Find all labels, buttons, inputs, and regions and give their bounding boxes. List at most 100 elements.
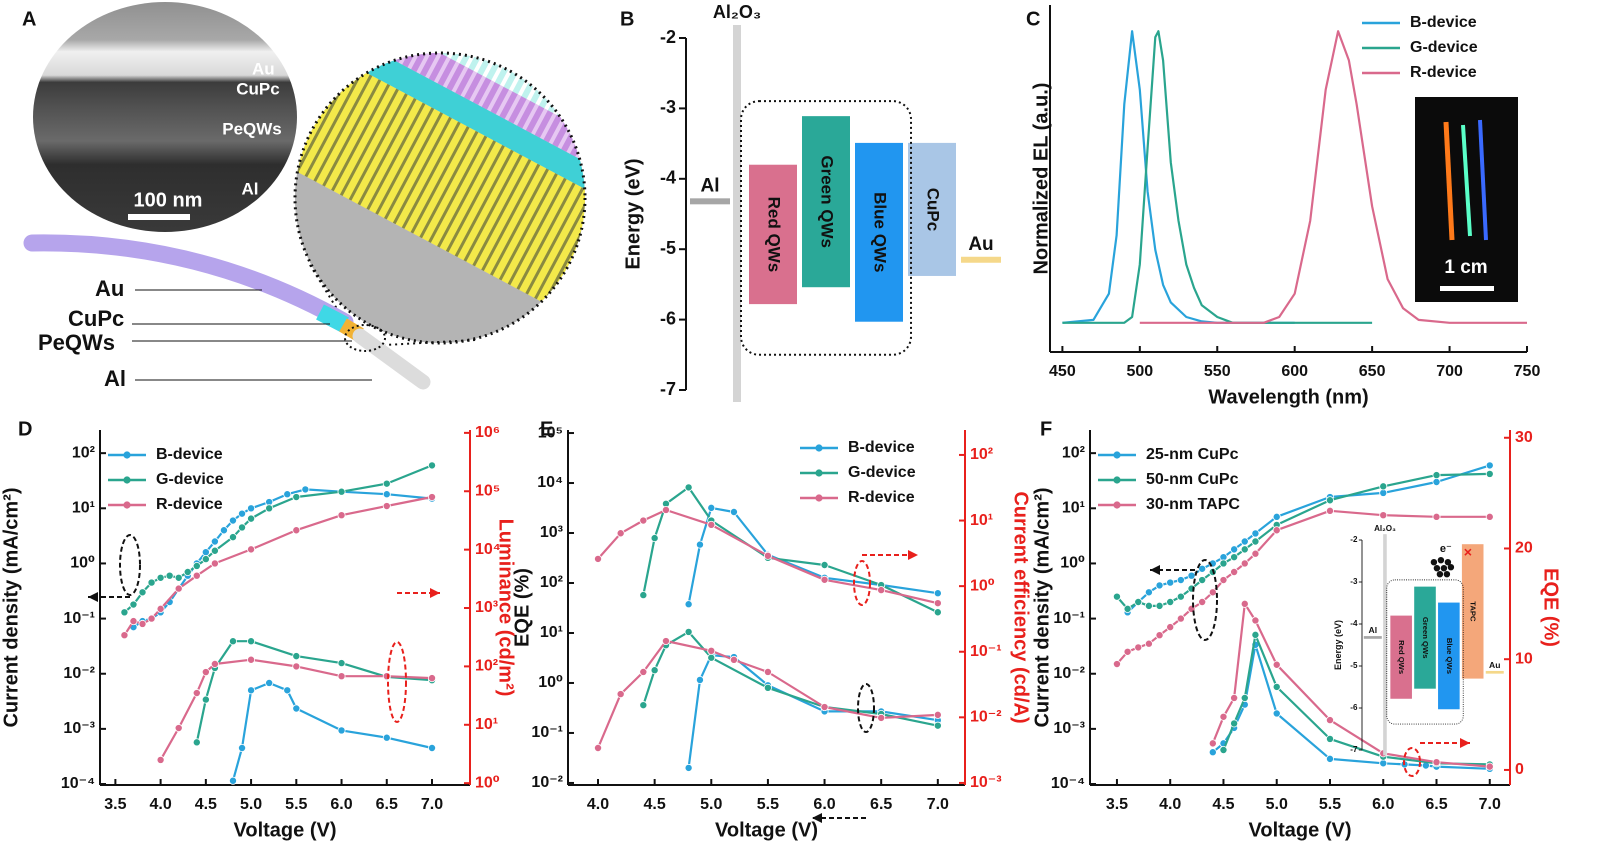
y2-tick-label: 10² bbox=[970, 446, 993, 463]
band-label: Blue QWs bbox=[871, 192, 890, 272]
legend-label: G-device bbox=[848, 464, 916, 481]
photo-scale-bar bbox=[1440, 286, 1494, 291]
x-tick-label: 4.0 bbox=[587, 796, 609, 813]
energy-band bbox=[1390, 615, 1412, 699]
y-tick-label: 10⁻¹ bbox=[1053, 610, 1085, 627]
data-point bbox=[707, 653, 716, 662]
data-point bbox=[192, 561, 201, 570]
data-point bbox=[1485, 762, 1494, 771]
data-point bbox=[1272, 512, 1281, 521]
y-tick-label: -4 bbox=[1350, 619, 1358, 628]
data-point bbox=[382, 502, 391, 511]
data-point bbox=[228, 776, 237, 785]
data-point bbox=[1272, 709, 1281, 718]
data-point bbox=[684, 763, 693, 772]
data-point bbox=[382, 479, 391, 488]
data-point bbox=[247, 545, 256, 554]
data-point bbox=[1251, 616, 1260, 625]
data-point bbox=[1187, 571, 1196, 580]
data-point bbox=[707, 503, 716, 512]
data-point bbox=[247, 514, 256, 523]
y-tick-label: 10⁵ bbox=[538, 424, 563, 441]
data-point bbox=[156, 604, 165, 613]
electron bbox=[1440, 565, 1448, 572]
data-point bbox=[337, 487, 346, 496]
scale-bar-label: 100 nm bbox=[134, 189, 203, 211]
legend-label: B-device bbox=[156, 446, 223, 463]
electron bbox=[1447, 564, 1455, 571]
data-point bbox=[1230, 545, 1239, 554]
data-point bbox=[192, 689, 201, 698]
data-point bbox=[1230, 719, 1239, 728]
arrow-head bbox=[812, 813, 822, 823]
y-tick-label: -3 bbox=[1350, 577, 1358, 586]
x-tick-label: 500 bbox=[1126, 363, 1153, 380]
y-tick-label: 10⁴ bbox=[537, 474, 563, 491]
fiber-label: PeQWs bbox=[38, 330, 115, 355]
data-point bbox=[639, 701, 648, 710]
data-point bbox=[933, 599, 942, 608]
data-point bbox=[1166, 578, 1175, 587]
y-tick-label: 10¹ bbox=[1062, 500, 1085, 517]
annotation-ring bbox=[1192, 559, 1218, 641]
y2-tick-label: 10⁵ bbox=[475, 482, 500, 499]
data-point bbox=[1176, 592, 1185, 601]
x-tick-label: 5.5 bbox=[757, 796, 779, 813]
data-point bbox=[228, 516, 237, 525]
data-point bbox=[1155, 601, 1164, 610]
y2-tick-label: 30 bbox=[1515, 429, 1533, 446]
data-point bbox=[1485, 469, 1494, 478]
y-tick-label: 10³ bbox=[540, 524, 563, 541]
data-point bbox=[1134, 597, 1143, 606]
data-point bbox=[238, 509, 247, 518]
energy-band bbox=[749, 164, 797, 305]
data-point bbox=[820, 575, 829, 584]
series-line bbox=[159, 658, 433, 761]
data-point bbox=[1485, 461, 1494, 470]
data-point bbox=[292, 662, 301, 671]
annotation-ring bbox=[387, 641, 407, 723]
y2-tick-label: 10⁻¹ bbox=[970, 643, 1002, 660]
series-line bbox=[596, 639, 938, 749]
series-line bbox=[1211, 602, 1490, 768]
data-point bbox=[174, 573, 183, 582]
data-point bbox=[292, 526, 301, 535]
data-point bbox=[661, 505, 670, 514]
data-point bbox=[877, 713, 886, 722]
series-line bbox=[1062, 30, 1295, 324]
magnifier-outline bbox=[293, 51, 587, 345]
data-point bbox=[639, 516, 648, 525]
data-point bbox=[616, 690, 625, 699]
x-tick-label: 4.0 bbox=[149, 796, 171, 813]
data-point bbox=[1219, 746, 1228, 755]
data-point bbox=[1230, 693, 1239, 702]
series-line bbox=[123, 495, 433, 636]
y2-tick-label: 20 bbox=[1515, 540, 1533, 557]
y2-tick-label: 10⁻³ bbox=[970, 774, 1002, 791]
y-tick-label: -5 bbox=[660, 238, 676, 258]
blocked-mark bbox=[1464, 548, 1472, 556]
panel-letter: C bbox=[1026, 8, 1040, 30]
sem-label: PeQWs bbox=[222, 119, 282, 138]
data-point bbox=[1198, 576, 1207, 585]
data-point bbox=[337, 659, 346, 668]
y2-tick-label: 10³ bbox=[475, 599, 498, 616]
data-point bbox=[1144, 639, 1153, 648]
x-tick-label: 6.0 bbox=[813, 796, 835, 813]
x-tick-label: 750 bbox=[1514, 363, 1541, 380]
series-line bbox=[687, 506, 938, 605]
data-point bbox=[1432, 758, 1441, 767]
sem-label: Au bbox=[252, 59, 275, 78]
y-tick-label: -2 bbox=[1350, 535, 1358, 544]
data-point bbox=[1123, 647, 1132, 656]
data-point bbox=[933, 589, 942, 598]
energy-level bbox=[1363, 636, 1382, 639]
data-point bbox=[138, 619, 147, 628]
data-point bbox=[1155, 631, 1164, 640]
electron bbox=[1443, 571, 1451, 578]
y2-tick-label: 10⁴ bbox=[475, 541, 501, 558]
data-point bbox=[1230, 567, 1239, 576]
y-axis-label: Normalized EL (a.u.) bbox=[1030, 83, 1052, 275]
y-tick-label: -2 bbox=[660, 27, 676, 47]
data-point bbox=[1230, 553, 1239, 562]
